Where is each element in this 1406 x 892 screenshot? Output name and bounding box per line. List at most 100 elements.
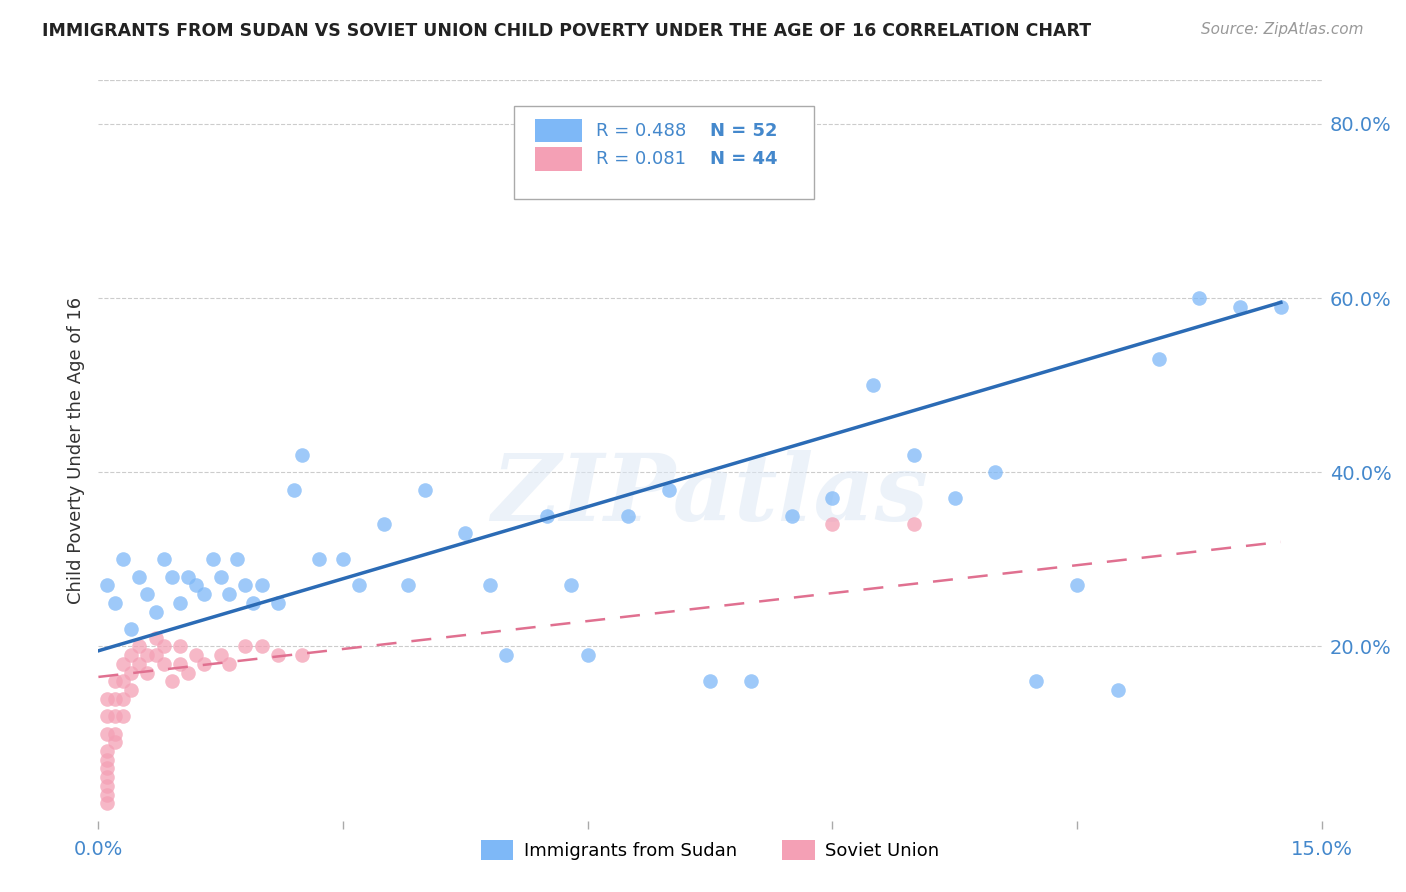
Point xyxy=(128,640,150,654)
Point xyxy=(454,526,477,541)
Point xyxy=(96,726,118,740)
Point xyxy=(160,570,183,584)
Point xyxy=(699,674,721,689)
Point xyxy=(576,648,599,662)
Point xyxy=(128,570,150,584)
Point xyxy=(903,448,925,462)
Point xyxy=(136,648,159,662)
Point xyxy=(291,448,314,462)
Point xyxy=(104,596,127,610)
Legend: Immigrants from Sudan, Soviet Union: Immigrants from Sudan, Soviet Union xyxy=(474,833,946,867)
Y-axis label: Child Poverty Under the Age of 16: Child Poverty Under the Age of 16 xyxy=(66,297,84,604)
Point xyxy=(1270,300,1292,314)
Point xyxy=(209,570,232,584)
Point xyxy=(120,622,142,636)
Point xyxy=(1147,351,1170,366)
Point xyxy=(128,657,150,671)
Point xyxy=(120,648,142,662)
Text: ZIPatlas: ZIPatlas xyxy=(492,450,928,540)
Point xyxy=(617,508,640,523)
Point xyxy=(177,570,200,584)
Point xyxy=(495,648,517,662)
Point xyxy=(233,640,256,654)
Point xyxy=(96,779,118,793)
Point xyxy=(111,674,134,689)
Point xyxy=(104,709,127,723)
Point xyxy=(267,596,290,610)
Point xyxy=(1025,674,1047,689)
Point xyxy=(104,674,127,689)
FancyBboxPatch shape xyxy=(536,147,582,170)
Point xyxy=(152,552,174,566)
Point xyxy=(169,596,191,610)
Point xyxy=(903,517,925,532)
Point xyxy=(145,605,167,619)
Point xyxy=(780,508,803,523)
Point xyxy=(96,770,118,784)
Point xyxy=(1229,300,1251,314)
Text: N = 52: N = 52 xyxy=(710,121,778,140)
Point xyxy=(145,631,167,645)
Point xyxy=(218,587,240,601)
Point xyxy=(96,788,118,802)
Text: R = 0.081: R = 0.081 xyxy=(596,150,686,168)
Point xyxy=(658,483,681,497)
Point xyxy=(160,674,183,689)
Point xyxy=(291,648,314,662)
Point xyxy=(943,491,966,506)
Point xyxy=(209,648,232,662)
Point xyxy=(242,596,264,610)
Point xyxy=(136,665,159,680)
Point xyxy=(226,552,249,566)
Text: Source: ZipAtlas.com: Source: ZipAtlas.com xyxy=(1201,22,1364,37)
Point xyxy=(96,744,118,758)
Point xyxy=(120,665,142,680)
Point xyxy=(1107,683,1129,698)
Point xyxy=(120,683,142,698)
Point xyxy=(111,691,134,706)
Point xyxy=(96,796,118,810)
Point xyxy=(104,735,127,749)
Point xyxy=(96,709,118,723)
Point xyxy=(218,657,240,671)
Point xyxy=(308,552,330,566)
Point xyxy=(349,578,371,592)
Point xyxy=(1188,291,1211,305)
Point xyxy=(332,552,354,566)
Point xyxy=(177,665,200,680)
Point xyxy=(111,709,134,723)
Text: IMMIGRANTS FROM SUDAN VS SOVIET UNION CHILD POVERTY UNDER THE AGE OF 16 CORRELAT: IMMIGRANTS FROM SUDAN VS SOVIET UNION CH… xyxy=(42,22,1091,40)
Point xyxy=(186,648,208,662)
Point xyxy=(250,640,273,654)
Point xyxy=(96,761,118,775)
Point xyxy=(96,691,118,706)
Point xyxy=(373,517,395,532)
Point xyxy=(111,657,134,671)
Point xyxy=(96,753,118,767)
Point xyxy=(193,657,215,671)
Point xyxy=(396,578,419,592)
Point xyxy=(821,517,844,532)
Point xyxy=(283,483,305,497)
Point xyxy=(104,726,127,740)
Point xyxy=(186,578,208,592)
Point xyxy=(152,657,174,671)
Point xyxy=(250,578,273,592)
Point xyxy=(740,674,762,689)
Point xyxy=(152,640,174,654)
Point xyxy=(136,587,159,601)
FancyBboxPatch shape xyxy=(536,119,582,143)
Point xyxy=(233,578,256,592)
Point xyxy=(104,691,127,706)
Point xyxy=(984,465,1007,479)
Point xyxy=(821,491,844,506)
Text: N = 44: N = 44 xyxy=(710,150,778,168)
Point xyxy=(478,578,501,592)
Point xyxy=(96,578,118,592)
FancyBboxPatch shape xyxy=(515,106,814,199)
Point xyxy=(169,657,191,671)
Point xyxy=(193,587,215,601)
Point xyxy=(560,578,582,592)
Point xyxy=(536,508,558,523)
Text: R = 0.488: R = 0.488 xyxy=(596,121,686,140)
